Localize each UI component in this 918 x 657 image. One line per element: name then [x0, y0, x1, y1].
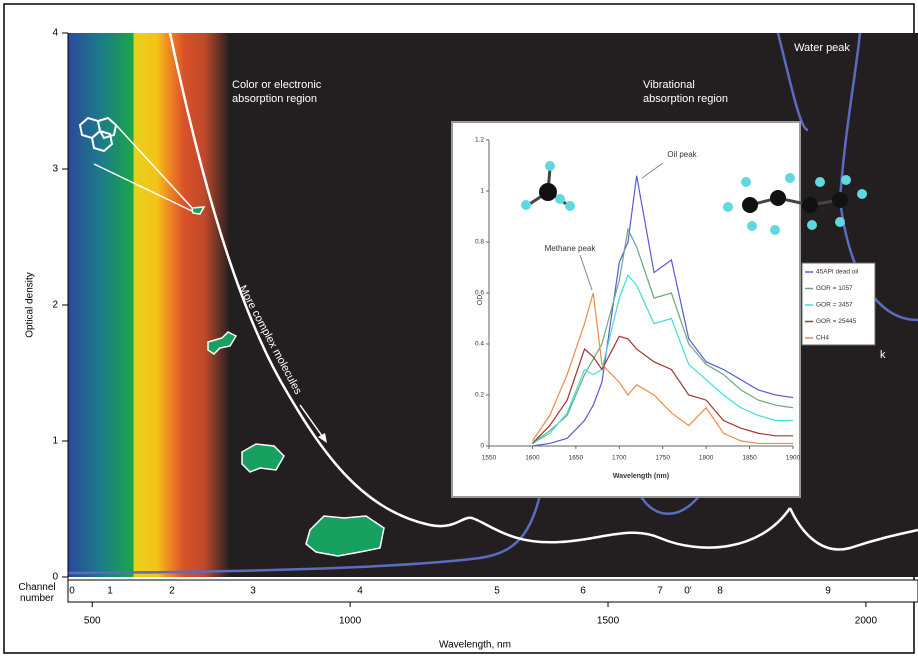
channel-label: 4 — [357, 586, 363, 597]
inset-y-title: OD — [477, 295, 484, 306]
arrow — [299, 404, 326, 441]
inset-x-tick-label: 1700 — [612, 455, 627, 462]
y-tick-label: 2 — [52, 300, 58, 311]
inset-x-tick-label: 1850 — [742, 455, 757, 462]
legend-label: 45API dead oil — [816, 269, 859, 276]
series-line — [532, 273, 793, 444]
x-tick-label: 500 — [84, 616, 101, 627]
arrow-head — [318, 433, 327, 443]
y-tick-label: 1 — [52, 436, 58, 447]
y-tick-label: 0 — [52, 572, 58, 583]
inset-y-tick-label: 1.2 — [475, 137, 484, 144]
inset-y-tick-label: 0.6 — [475, 290, 484, 297]
channel-label: 0 — [69, 586, 75, 597]
legend-label: CH4 — [816, 335, 829, 342]
x-tick-label: 1000 — [339, 616, 362, 627]
inset-y-tick-label: 0.4 — [475, 341, 484, 348]
inset-y-tick-label: 0.2 — [475, 392, 484, 399]
channel-label: 0' — [684, 586, 692, 597]
annotation: Color or electronic absorption region — [232, 79, 322, 105]
channel-label: 6 — [580, 586, 586, 597]
x-axis-title: Wavelength, nm — [439, 640, 511, 651]
channel-label: 1 — [107, 586, 113, 597]
series-line — [532, 227, 794, 444]
y-tick-label: 3 — [52, 164, 58, 175]
leader — [641, 162, 664, 179]
inset-y-tick-label: 0 — [480, 443, 484, 450]
legend — [801, 262, 876, 346]
channel-label: 5 — [494, 586, 500, 597]
series-line — [531, 292, 793, 445]
legend-label: GOR = 25445 — [816, 318, 857, 325]
hexagons — [78, 116, 195, 213]
channel-label: 8 — [717, 586, 723, 597]
molecule-blobs — [191, 206, 385, 557]
inset-x-tick-label: 1750 — [655, 455, 670, 462]
channel-label: 7 — [657, 586, 663, 597]
butane-model — [723, 173, 867, 235]
channel-label: 2 — [169, 586, 175, 597]
y-tick-label: 4 — [52, 28, 58, 39]
inset-x-tick-label: 1550 — [482, 455, 497, 462]
channel-title: Channel number — [18, 582, 56, 604]
inset-y-tick-label: 0.8 — [475, 239, 484, 246]
channel-label: 3 — [250, 586, 256, 597]
x-tick-label: 1500 — [597, 616, 620, 627]
white-curve — [168, 32, 918, 551]
series-line — [531, 335, 793, 444]
x-tick-label: 2000 — [855, 616, 878, 627]
annotation: Water peak — [794, 42, 850, 54]
inset-x-tick-label: 1900 — [786, 455, 801, 462]
inset-x-tick-label: 1650 — [569, 455, 584, 462]
channel-row — [67, 579, 918, 603]
legend-label: GOR = 3457 — [816, 302, 853, 309]
inset-y-tick-label: 1 — [480, 188, 484, 195]
water-curve — [67, 32, 918, 575]
methane-model — [521, 161, 575, 211]
y-axis-title: Optical density — [25, 272, 36, 338]
annotation: Vibrational absorption region — [643, 79, 729, 105]
spectrum — [68, 33, 230, 577]
channel-label: 9 — [825, 586, 831, 597]
annotation: k — [880, 349, 886, 361]
legend-label: GOR = 1057 — [816, 285, 853, 292]
inset-x-tick-label: 1600 — [525, 455, 540, 462]
annotation: Methane peak — [545, 244, 597, 253]
leader — [579, 254, 593, 291]
inset-x-tick-label: 1800 — [699, 455, 714, 462]
series-line — [532, 175, 794, 447]
inset-x-title: Wavelength (nm) — [613, 473, 669, 480]
annotation: Oil peak — [667, 150, 697, 159]
